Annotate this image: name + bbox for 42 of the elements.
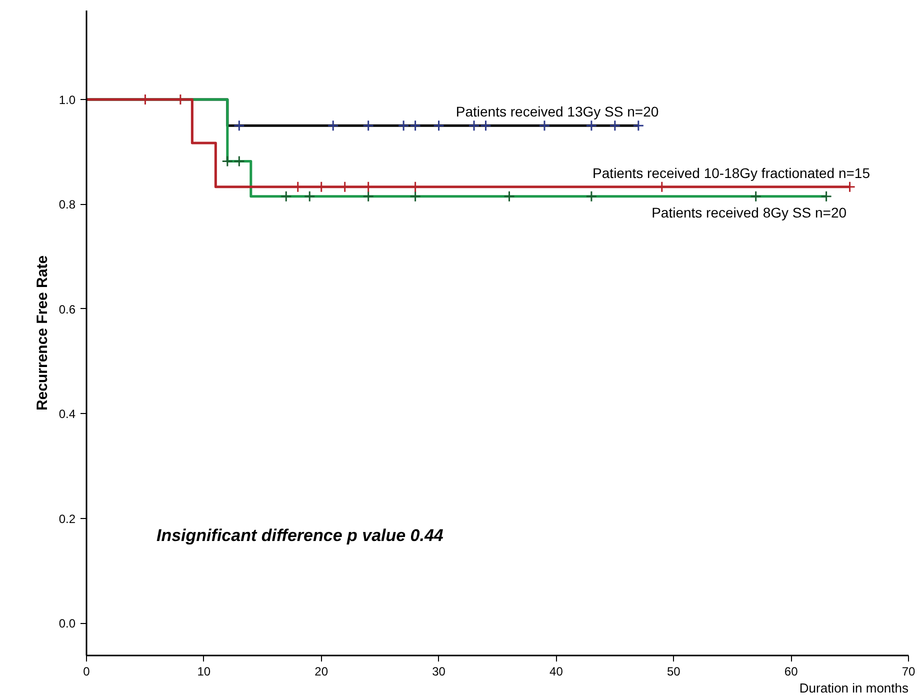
point — [538, 120, 550, 132]
point — [750, 190, 762, 202]
y-axis-title: Recurrence Free Rate — [34, 255, 51, 411]
x-tick-label: 70 — [902, 664, 916, 678]
x-tick-label: 60 — [784, 664, 798, 678]
point — [820, 190, 832, 202]
point — [410, 120, 422, 132]
y-tick-label: 0.4 — [58, 407, 76, 422]
point — [398, 120, 410, 132]
x-tick-label: 0 — [83, 664, 90, 678]
point — [304, 190, 316, 202]
x-tick-label: 20 — [314, 664, 328, 678]
annotation: Insignificant difference p value 0.44 — [156, 526, 444, 545]
series-label: Patients received 13Gy SS n=20 — [456, 104, 659, 120]
x-tick-label: 30 — [432, 664, 446, 678]
y-tick-label: 0.8 — [58, 198, 76, 212]
y-tick-label: 0.2 — [58, 512, 76, 526]
y-tick-label: 0.0 — [58, 616, 76, 631]
point — [503, 190, 515, 202]
point — [280, 190, 292, 202]
point — [362, 190, 374, 202]
point — [233, 120, 245, 132]
y-tick-label: 1.0 — [58, 93, 76, 107]
point — [632, 120, 644, 132]
point — [468, 120, 480, 132]
x-tick-label: 10 — [197, 664, 211, 678]
point — [480, 120, 492, 132]
point — [233, 156, 245, 168]
point — [586, 190, 598, 202]
x-tick-label: 40 — [550, 664, 564, 678]
x-tick-label: 50 — [666, 664, 681, 678]
point — [410, 190, 422, 202]
x-axis-title: Duration in months — [799, 680, 909, 695]
point — [609, 120, 621, 132]
point — [433, 120, 445, 132]
point — [362, 120, 374, 132]
point — [327, 120, 339, 132]
point — [586, 120, 598, 132]
series-label: Patients received 10-18Gy fractionated n=15 — [592, 164, 870, 181]
y-tick-label: 0.6 — [58, 302, 76, 316]
series-label: Patients received 8Gy SS n=20 — [652, 204, 847, 220]
point — [222, 156, 234, 168]
